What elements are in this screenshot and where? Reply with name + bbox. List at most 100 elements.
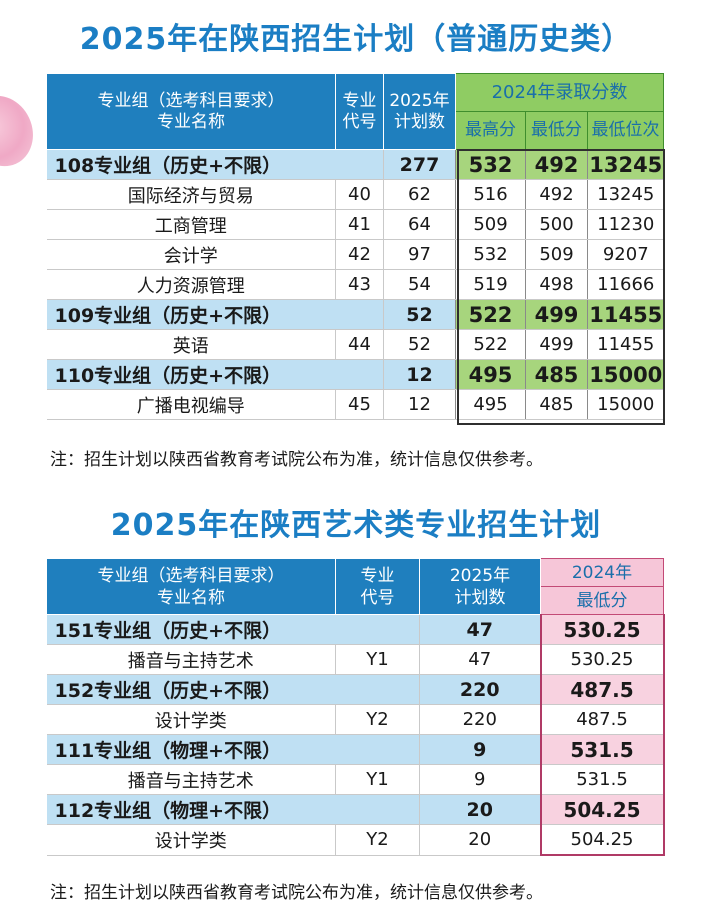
max-score: 522 [455, 299, 526, 330]
major-code: 44 [335, 329, 384, 360]
max-score: 519 [455, 269, 526, 300]
plan-count: 54 [383, 269, 456, 300]
plan-count: 20 [419, 824, 541, 856]
min-rank: 15000 [586, 359, 664, 390]
header-group-name: 专业组（选考科目要求） 专业名称 [46, 73, 336, 150]
min-score: 492 [525, 179, 588, 210]
history-plan-table: 专业组（选考科目要求） 专业名称 专业 代号 2025年 计划数 2024年录取… [46, 73, 665, 420]
major-code: 43 [335, 269, 384, 300]
plan-count: 220 [419, 674, 541, 705]
group-row: 110专业组（历史+不限） 12 495 485 15000 [46, 359, 664, 390]
major-code: 40 [335, 179, 384, 210]
min-score: 504.25 [539, 824, 665, 856]
major-name: 国际经济与贸易 [46, 179, 336, 210]
group-name: 152专业组（历史+不限） [46, 674, 420, 705]
max-score: 495 [455, 389, 526, 420]
min-rank: 11455 [586, 299, 664, 330]
section1-note: 注：招生计划以陕西省教育考试院公布为准，统计信息仅供参考。 [50, 450, 543, 470]
major-row: 会计学 42 97 532 509 9207 [46, 239, 664, 270]
group-row: 112专业组（物理+不限） 20 504.25 [46, 794, 665, 825]
major-name: 播音与主持艺术 [46, 764, 336, 795]
header-min-score: 最低分 [525, 111, 588, 150]
decorative-pink-shape [0, 85, 45, 177]
header-score-year: 2024年 [540, 558, 664, 587]
min-rank: 13245 [586, 149, 664, 180]
major-row: 人力资源管理 43 54 519 498 11666 [46, 269, 664, 300]
min-score: 499 [525, 299, 588, 330]
min-score: 492 [525, 149, 588, 180]
group-row: 109专业组（历史+不限） 52 522 499 11455 [46, 299, 664, 330]
major-row: 英语 44 52 522 499 11455 [46, 329, 664, 360]
min-score: 487.5 [539, 704, 665, 735]
min-rank: 9207 [586, 239, 664, 270]
major-row: 播音与主持艺术 Y1 9 531.5 [46, 764, 665, 795]
plan-count: 12 [383, 389, 456, 420]
major-name: 会计学 [46, 239, 336, 270]
header-min-score: 最低分 [540, 586, 664, 615]
major-name: 广播电视编导 [46, 389, 336, 420]
major-code: 41 [335, 209, 384, 240]
plan-count: 20 [419, 794, 541, 825]
group-row: 108专业组（历史+不限） 277 532 492 13245 [46, 149, 664, 180]
plan-count: 52 [383, 299, 456, 330]
min-score: 509 [525, 239, 588, 270]
max-score: 509 [455, 209, 526, 240]
min-score: 499 [525, 329, 588, 360]
plan-count: 220 [419, 704, 541, 735]
major-code: 45 [335, 389, 384, 420]
major-name: 英语 [46, 329, 336, 360]
min-rank: 15000 [586, 389, 664, 420]
max-score: 495 [455, 359, 526, 390]
header-code: 专业 代号 [335, 73, 384, 150]
header-max-score: 最高分 [455, 111, 526, 150]
plan-count: 52 [383, 329, 456, 360]
group-name: 151专业组（历史+不限） [46, 614, 420, 645]
header-group-name: 专业组（选考科目要求） 专业名称 [46, 558, 336, 615]
min-score: 530.25 [539, 644, 665, 675]
major-name: 人力资源管理 [46, 269, 336, 300]
plan-count: 277 [383, 149, 456, 180]
min-score: 485 [525, 389, 588, 420]
min-score: 531.5 [539, 764, 665, 795]
plan-count: 97 [383, 239, 456, 270]
min-rank: 11666 [586, 269, 664, 300]
major-name: 设计学类 [46, 704, 336, 735]
max-score: 516 [455, 179, 526, 210]
group-name: 109专业组（历史+不限） [46, 299, 384, 330]
min-score: 487.5 [539, 674, 665, 705]
group-row: 152专业组（历史+不限） 220 487.5 [46, 674, 665, 705]
major-row: 广播电视编导 45 12 495 485 15000 [46, 389, 664, 420]
major-name: 工商管理 [46, 209, 336, 240]
plan-count: 9 [419, 734, 541, 765]
art-plan-table: 专业组（选考科目要求） 专业名称 专业 代号 2025年 计划数 2024年 最… [46, 558, 665, 856]
major-name: 设计学类 [46, 824, 336, 856]
group-name: 112专业组（物理+不限） [46, 794, 420, 825]
plan-count: 47 [419, 614, 541, 645]
major-row: 国际经济与贸易 40 62 516 492 13245 [46, 179, 664, 210]
plan-count: 62 [383, 179, 456, 210]
plan-count: 12 [383, 359, 456, 390]
group-name: 108专业组（历史+不限） [46, 149, 384, 180]
major-code: Y2 [335, 824, 420, 856]
min-score: 500 [525, 209, 588, 240]
section2-title: 2025年在陕西艺术类专业招生计划 [110, 508, 602, 543]
header-plan: 2025年 计划数 [419, 558, 541, 615]
max-score: 532 [455, 239, 526, 270]
group-name: 110专业组（历史+不限） [46, 359, 384, 390]
max-score: 532 [455, 149, 526, 180]
group-row: 151专业组（历史+不限） 47 530.25 [46, 614, 665, 645]
plan-count: 47 [419, 644, 541, 675]
header-min-rank: 最低位次 [586, 111, 665, 150]
min-score: 530.25 [539, 614, 665, 645]
min-score: 485 [525, 359, 588, 390]
min-rank: 11455 [586, 329, 664, 360]
min-rank: 11230 [586, 209, 664, 240]
major-row: 播音与主持艺术 Y1 47 530.25 [46, 644, 665, 675]
plan-count: 64 [383, 209, 456, 240]
major-code: Y1 [335, 644, 420, 675]
max-score: 522 [455, 329, 526, 360]
min-score: 498 [525, 269, 588, 300]
min-score: 531.5 [539, 734, 665, 765]
min-score: 504.25 [539, 794, 665, 825]
section1-title: 2025年在陕西招生计划（普通历史类） [79, 22, 633, 57]
